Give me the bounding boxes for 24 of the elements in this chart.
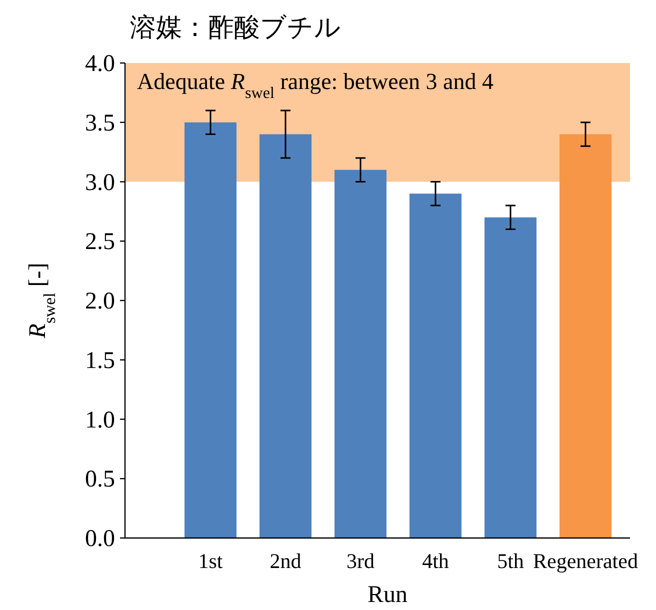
- x-tick-label: 3rd: [346, 549, 375, 573]
- x-tick-label: Regenerated: [533, 549, 638, 573]
- y-tick-label: 1.0: [85, 407, 115, 434]
- y-tick-label: 1.5: [85, 348, 115, 374]
- bar: [410, 194, 462, 538]
- y-tick-label: 4.0: [85, 51, 115, 77]
- y-tick-label: 0.5: [85, 466, 115, 493]
- x-tick-label: 1st: [198, 549, 223, 573]
- y-tick-label: 3.5: [85, 110, 115, 136]
- bar: [484, 217, 536, 538]
- x-tick-label: 5th: [497, 549, 524, 573]
- y-tick-label: 2.0: [85, 288, 115, 314]
- bar: [334, 170, 386, 538]
- bar: [560, 134, 612, 538]
- y-tick-label: 3.0: [85, 170, 115, 196]
- bar: [260, 134, 312, 538]
- x-axis-title: Run: [367, 582, 408, 608]
- y-tick-label: 2.5: [85, 229, 115, 256]
- chart-title: 溶媒：酢酸ブチル: [130, 13, 341, 43]
- x-tick-label: 4th: [422, 549, 450, 573]
- y-tick-label: 0.0: [85, 526, 115, 552]
- bar: [184, 122, 236, 538]
- x-tick-label: 2nd: [270, 549, 302, 573]
- band-label: Adequate R$_{swel}$ range: between 3 and 4: [137, 69, 494, 102]
